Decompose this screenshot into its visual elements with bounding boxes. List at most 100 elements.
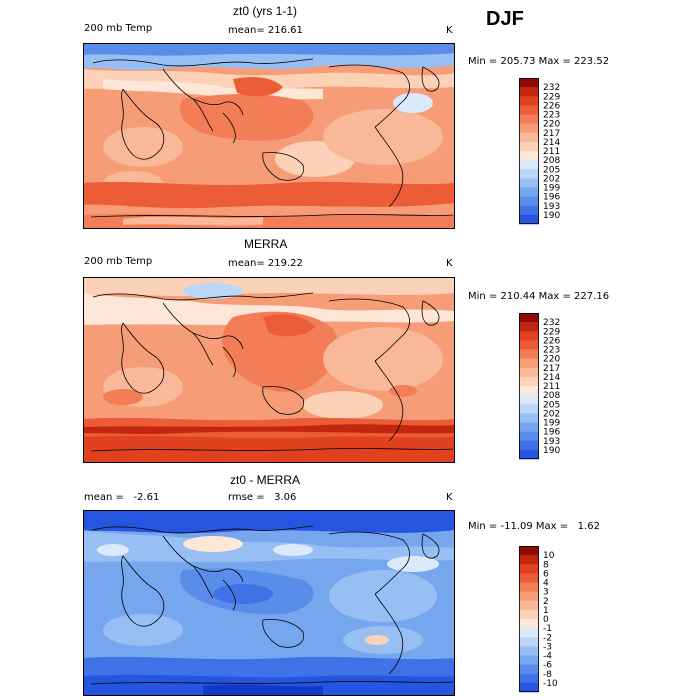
colorbar-swatch bbox=[519, 422, 539, 432]
colorbar-tick-label: 2 bbox=[543, 597, 549, 607]
colorbar-swatch bbox=[519, 151, 539, 161]
panel-3-colorbar-swatches bbox=[519, 546, 539, 693]
colorbar-tick-label: 193 bbox=[543, 202, 560, 212]
colorbar-swatch bbox=[519, 313, 539, 323]
colorbar-tick-label: 229 bbox=[543, 327, 560, 337]
colorbar-swatch bbox=[519, 141, 539, 152]
colorbar-tick-label: 190 bbox=[543, 446, 560, 456]
panel-2-minmax: Min = 210.44 Max = 227.16 bbox=[468, 291, 610, 302]
colorbar-swatch bbox=[519, 349, 539, 359]
season-label: DJF bbox=[486, 8, 524, 30]
colorbar-tick-label: 196 bbox=[543, 193, 560, 203]
colorbar-tick-label: -6 bbox=[543, 661, 552, 671]
colorbar-tick-label: 10 bbox=[543, 551, 555, 561]
colorbar-tick-label: 226 bbox=[543, 101, 560, 111]
colorbar-border bbox=[519, 546, 539, 692]
panel-1-colorbar-swatches bbox=[519, 78, 539, 225]
panel-3-map bbox=[83, 510, 455, 696]
colorbar-tick-label: 232 bbox=[543, 318, 560, 328]
colorbar-tick-label: 190 bbox=[543, 211, 560, 221]
colorbar-tick-label: 193 bbox=[543, 437, 560, 447]
panel-1-map bbox=[83, 43, 455, 229]
colorbar-swatch bbox=[519, 376, 539, 387]
colorbar-tick-label: 229 bbox=[543, 92, 560, 102]
colorbar-tick-label: -8 bbox=[543, 670, 552, 680]
colorbar-tick-label: 0 bbox=[543, 615, 549, 625]
colorbar-swatch bbox=[519, 322, 539, 332]
colorbar-tick-label: 220 bbox=[543, 355, 560, 365]
colorbar-swatch bbox=[519, 664, 539, 675]
colorbar-tick-label: 232 bbox=[543, 83, 560, 93]
panel-1-minmax: Min = 205.73 Max = 223.52 bbox=[468, 56, 610, 67]
panel-2-unit-label: K bbox=[446, 258, 453, 269]
colorbar-swatch bbox=[519, 105, 539, 115]
colorbar-swatch bbox=[519, 114, 539, 124]
panel-3-title: zt0 - MERRA bbox=[230, 473, 301, 487]
colorbar-swatch bbox=[519, 358, 539, 369]
colorbar-swatch bbox=[519, 582, 539, 592]
panel-1-colorbar: 2322292262232202172142112082052021991961… bbox=[519, 78, 560, 225]
colorbar-swatch bbox=[519, 449, 539, 460]
colorbar-tick-label: 220 bbox=[543, 120, 560, 130]
colorbar-tick-label: 196 bbox=[543, 428, 560, 438]
colorbar-swatch bbox=[519, 132, 539, 143]
colorbar-tick-label: 1 bbox=[543, 606, 549, 616]
colorbar-swatch bbox=[519, 331, 539, 341]
panel-3-minmax: Min = -11.09 Max = 1.62 bbox=[468, 521, 600, 532]
colorbar-swatch bbox=[519, 555, 539, 565]
colorbar-swatch bbox=[519, 673, 539, 684]
colorbar-tick-label: -4 bbox=[543, 652, 552, 662]
panel-1-mean-label: mean= 216.61 bbox=[228, 25, 303, 36]
panel-2-mean-label: mean= 219.22 bbox=[228, 258, 303, 269]
colorbar-swatch bbox=[519, 123, 539, 134]
colorbar-swatch bbox=[519, 196, 539, 207]
colorbar-tick-label: -3 bbox=[543, 642, 552, 652]
colorbar-swatch bbox=[519, 619, 539, 629]
panel-3-rmse-label: rmse = 3.06 bbox=[228, 492, 297, 503]
colorbar-swatch bbox=[519, 340, 539, 350]
panel-2-colorbar-labels: 2322292262232202172142112082052021991961… bbox=[543, 318, 560, 456]
colorbar-swatch bbox=[519, 655, 539, 665]
colorbar-tick-label: -10 bbox=[543, 679, 558, 689]
colorbar-swatch bbox=[519, 367, 539, 378]
colorbar-swatch bbox=[519, 187, 539, 197]
colorbar-swatch bbox=[519, 637, 539, 647]
colorbar-tick-label: -2 bbox=[543, 633, 552, 643]
colorbar-swatch bbox=[519, 600, 539, 611]
panel-3-mean-label: mean = -2.61 bbox=[84, 492, 160, 503]
colorbar-swatch bbox=[519, 395, 539, 405]
colorbar-swatch bbox=[519, 682, 539, 693]
colorbar-tick-label: 211 bbox=[543, 147, 560, 157]
colorbar-tick-label: 211 bbox=[543, 382, 560, 392]
colorbar-tick-label: 208 bbox=[543, 391, 560, 401]
colorbar-swatch bbox=[519, 546, 539, 556]
colorbar-swatch bbox=[519, 628, 539, 638]
panel-2-colorbar-swatches bbox=[519, 313, 539, 460]
panel-1-title: zt0 (yrs 1-1) bbox=[233, 4, 298, 18]
colorbar-swatch bbox=[519, 609, 539, 620]
colorbar-tick-label: 214 bbox=[543, 138, 560, 148]
colorbar-swatch bbox=[519, 96, 539, 106]
colorbar-swatch bbox=[519, 386, 539, 396]
colorbar-swatch bbox=[519, 564, 539, 574]
panel-1-colorbar-labels: 2322292262232202172142112082052021991961… bbox=[543, 83, 560, 221]
colorbar-swatch bbox=[519, 214, 539, 225]
colorbar-border bbox=[519, 78, 539, 224]
panel-1-unit-label: K bbox=[446, 25, 453, 36]
panel-2-map bbox=[83, 277, 455, 463]
panel-2-title: MERRA bbox=[244, 237, 288, 251]
colorbar-swatch bbox=[519, 205, 539, 216]
panel-1-variable-label: 200 mb Temp bbox=[84, 23, 153, 34]
colorbar-tick-label: 4 bbox=[543, 579, 549, 589]
colorbar-tick-label: 202 bbox=[543, 174, 560, 184]
colorbar-tick-label: 208 bbox=[543, 156, 560, 166]
colorbar-swatch bbox=[519, 591, 539, 602]
panel-2-colorbar: 2322292262232202172142112082052021991961… bbox=[519, 313, 560, 460]
colorbar-tick-label: 3 bbox=[543, 588, 549, 598]
colorbar-tick-label: 223 bbox=[543, 346, 560, 356]
colorbar-tick-label: 202 bbox=[543, 409, 560, 419]
colorbar-swatch bbox=[519, 169, 539, 179]
colorbar-swatch bbox=[519, 431, 539, 442]
